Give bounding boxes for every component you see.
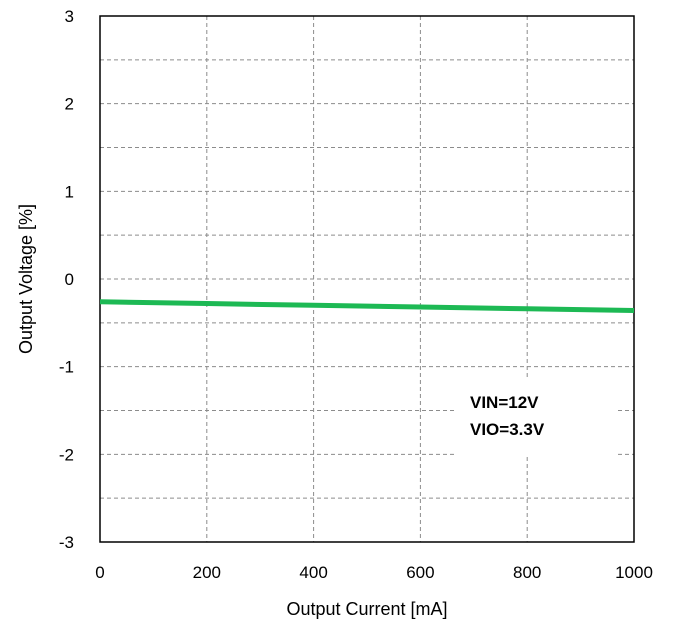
- series-line: [99, 299, 635, 314]
- series: [99, 299, 635, 314]
- y-tick-label: -1: [59, 358, 74, 377]
- y-tick-label: 3: [65, 7, 74, 26]
- x-tick-label: 600: [406, 563, 434, 582]
- y-tick-label: -2: [59, 445, 74, 464]
- x-tick-label: 200: [193, 563, 221, 582]
- y-tick-label: 1: [65, 182, 74, 201]
- x-tick-label: 1000: [615, 563, 653, 582]
- x-tick-label: 800: [513, 563, 541, 582]
- y-axis-ticks: -3 -2 -1 0 1 2 3: [59, 7, 74, 552]
- y-tick-label: -3: [59, 533, 74, 552]
- x-tick-label: 400: [299, 563, 327, 582]
- y-axis-title: Output Voltage [%]: [16, 204, 36, 354]
- annotation-vin: VIN=12V: [470, 393, 539, 412]
- annotation-vio: VIO=3.3V: [470, 420, 545, 439]
- y-tick-label: 2: [65, 95, 74, 114]
- x-axis-ticks: 0 200 400 600 800 1000: [95, 563, 653, 582]
- annotation-background: [455, 380, 615, 456]
- x-axis-title: Output Current [mA]: [286, 599, 447, 619]
- annotation-box: VIN=12V VIO=3.3V: [455, 380, 615, 456]
- y-tick-label: 0: [65, 270, 74, 289]
- plot-frame: [99, 15, 635, 543]
- x-tick-label: 0: [95, 563, 104, 582]
